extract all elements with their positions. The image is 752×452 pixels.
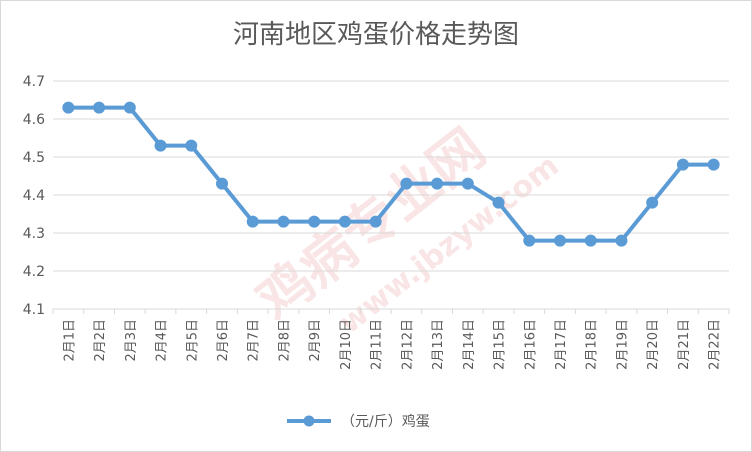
y-tick-label: 4.1	[23, 302, 45, 318]
y-tick-label: 4.6	[23, 112, 45, 128]
data-point	[185, 139, 198, 152]
x-tick-label: 2月7日	[247, 319, 262, 362]
data-point	[554, 234, 566, 247]
y-tick-label: 4.5	[23, 150, 45, 166]
y-tick-label: 4.7	[23, 74, 45, 90]
x-tick-label: 2月16日	[523, 319, 538, 370]
data-point	[62, 101, 75, 114]
x-tick-label: 2月4日	[155, 319, 170, 362]
x-tick-label: 2月14日	[462, 319, 477, 370]
x-tick-label: 2月5日	[185, 319, 200, 362]
x-tick-label: 2月19日	[615, 319, 630, 370]
x-tick-label: 2月1日	[62, 319, 77, 362]
data-point	[123, 101, 136, 114]
data-point	[646, 196, 659, 209]
x-tick-label: 2月12日	[400, 319, 415, 370]
x-tick-label: 2月20日	[646, 319, 661, 370]
data-point	[93, 101, 106, 114]
series-egg-price	[62, 101, 720, 247]
y-axis: 4.1 4.2 4.3 4.4 4.5 4.6 4.7	[23, 74, 45, 318]
x-tick-label: 2月3日	[124, 319, 139, 362]
data-point	[615, 234, 628, 247]
x-tick-label: 2月22日	[708, 319, 723, 370]
x-tick-label: 2月10日	[339, 319, 354, 370]
y-tick-label: 4.3	[23, 226, 45, 242]
legend: （元/斤）鸡蛋	[287, 413, 430, 430]
data-point	[154, 139, 167, 152]
x-tick-label: 2月8日	[277, 319, 292, 362]
data-point	[338, 215, 351, 228]
x-tick-label: 2月21日	[677, 319, 692, 370]
data-point	[400, 177, 413, 190]
y-tick-label: 4.2	[23, 264, 45, 280]
x-tick-label: 2月18日	[585, 319, 600, 370]
chart-title: 河南地区鸡蛋价格走势图	[233, 20, 519, 50]
data-point	[246, 215, 259, 228]
x-tick-label: 2月6日	[216, 319, 231, 362]
x-tick-label: 2月9日	[308, 319, 323, 362]
data-point	[523, 234, 536, 247]
gridlines	[53, 80, 729, 310]
data-point	[584, 234, 597, 247]
data-point	[369, 215, 382, 228]
x-tick-label: 2月17日	[554, 319, 569, 370]
x-tick-label: 2月13日	[431, 319, 446, 370]
legend-point-marker	[303, 415, 315, 427]
x-tick-label: 2月15日	[493, 319, 508, 370]
y-tick-label: 4.4	[23, 188, 45, 204]
series-line	[66, 105, 716, 243]
legend-label: （元/斤）鸡蛋	[341, 413, 430, 430]
x-axis: 2月1日 2月2日 2月3日 2月4日 2月5日 2月6日 2月7日 2月8日 2月9日 2月10…	[52, 309, 730, 370]
data-point	[461, 177, 474, 190]
data-point	[707, 158, 720, 171]
data-point	[431, 177, 444, 190]
data-point	[676, 158, 689, 171]
data-point	[216, 177, 228, 190]
data-point	[492, 196, 505, 209]
x-tick-label: 2月2日	[93, 319, 108, 362]
x-tick-label: 2月11日	[370, 319, 385, 370]
data-point	[308, 215, 321, 228]
data-point	[277, 215, 290, 228]
